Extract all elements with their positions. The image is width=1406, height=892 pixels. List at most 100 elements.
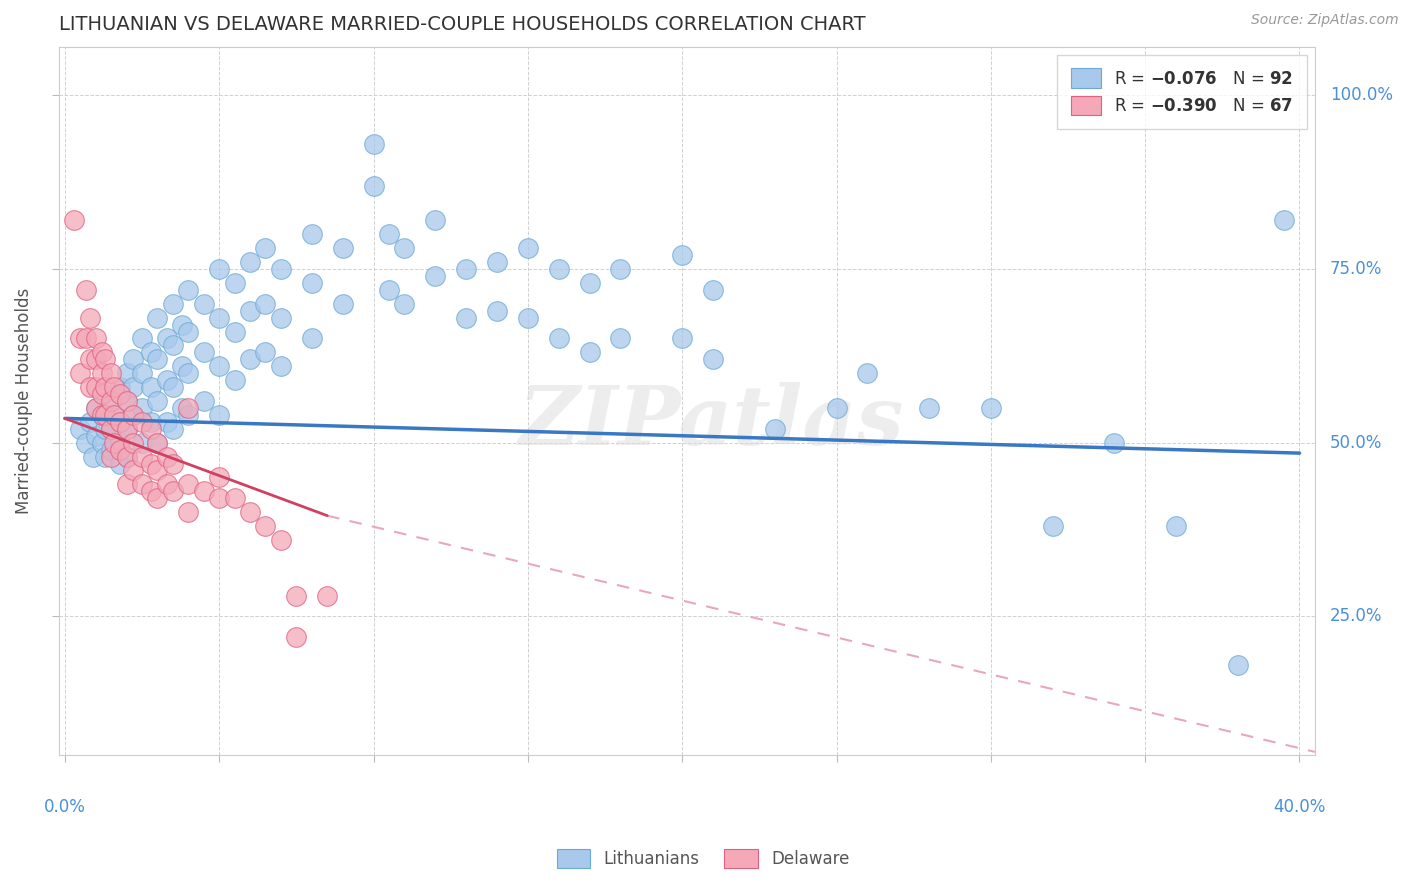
Point [763,422,786,436]
Point [146,394,169,409]
Point [115,394,138,409]
Point [121,352,143,367]
Point [270,310,292,325]
Point [254,241,277,255]
Point [301,227,323,242]
Point [547,262,569,277]
Point [177,366,200,380]
Point [162,338,184,352]
Point [332,241,354,255]
Point [76,283,98,297]
Point [103,380,125,394]
Point [1164,519,1187,533]
Point [172,401,194,415]
Point [141,422,163,436]
Point [84,401,107,415]
Point [394,241,416,255]
Point [82,450,104,464]
Point [239,255,262,269]
Point [115,422,138,436]
Point [270,262,292,277]
Point [208,491,231,506]
Point [63,213,86,227]
Point [208,262,231,277]
Point [378,283,401,297]
Point [1042,519,1064,533]
Point [84,429,107,443]
Point [456,310,478,325]
Point [121,408,143,422]
Point [79,310,101,325]
Point [301,331,323,345]
Point [193,297,215,311]
Point [224,276,246,290]
Point [103,408,125,422]
Point [146,491,169,506]
Point [918,401,941,415]
Point [193,345,215,359]
Point [121,435,143,450]
Point [208,359,231,374]
Text: Source: ZipAtlas.com: Source: ZipAtlas.com [1251,13,1399,28]
Point [76,331,98,345]
Point [131,401,153,415]
Point [285,630,308,644]
Point [90,387,112,401]
Point [76,435,98,450]
Point [156,331,179,345]
Point [425,213,447,227]
Point [146,435,169,450]
Point [79,415,101,429]
Point [110,435,132,450]
Point [79,352,101,367]
Point [332,297,354,311]
Point [270,359,292,374]
Point [547,331,569,345]
Point [110,415,132,429]
Point [485,255,508,269]
Point [131,450,153,464]
Point [394,297,416,311]
Point [239,303,262,318]
Point [1226,658,1249,673]
Point [156,450,179,464]
Point [90,366,112,380]
Point [90,435,112,450]
Text: 50.0%: 50.0% [1330,434,1382,451]
Point [103,408,125,422]
Point [254,297,277,311]
Point [671,331,693,345]
Point [110,387,132,401]
Point [208,310,231,325]
Point [609,331,631,345]
Point [141,415,163,429]
Point [578,276,600,290]
Point [69,366,91,380]
Point [146,352,169,367]
Point [516,241,538,255]
Point [100,366,122,380]
Point [84,401,107,415]
Point [146,435,169,450]
Point [115,366,138,380]
Point [94,422,117,436]
Point [1104,435,1126,450]
Point [456,262,478,277]
Point [301,276,323,290]
Point [177,325,200,339]
Point [94,352,117,367]
Point [131,366,153,380]
Point [485,303,508,318]
Point [177,477,200,491]
Point [172,318,194,332]
Point [156,415,179,429]
Point [115,450,138,464]
Point [702,352,724,367]
Point [100,422,122,436]
Point [162,380,184,394]
Point [516,310,538,325]
Point [115,450,138,464]
Point [141,345,163,359]
Point [84,380,107,394]
Point [224,325,246,339]
